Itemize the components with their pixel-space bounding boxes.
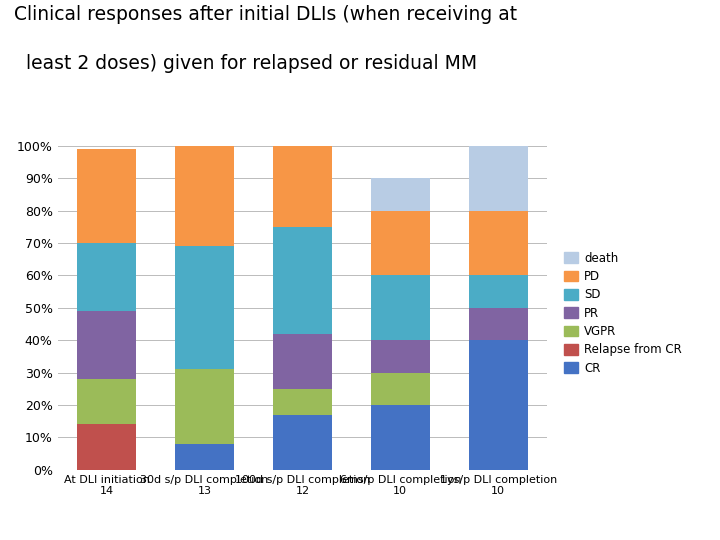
Bar	[175, 246, 234, 369]
Bar	[175, 369, 234, 444]
Bar	[469, 275, 528, 308]
Bar	[371, 275, 430, 340]
Bar	[469, 146, 528, 211]
Bar	[175, 444, 234, 470]
Bar	[77, 424, 136, 470]
Bar	[469, 340, 528, 470]
Text: least 2 doses) given for relapsed or residual MM: least 2 doses) given for relapsed or res…	[14, 54, 477, 73]
Bar	[77, 243, 136, 311]
Bar	[273, 389, 332, 415]
Bar	[77, 379, 136, 424]
Bar	[371, 405, 430, 470]
Bar	[371, 178, 430, 211]
Bar	[371, 340, 430, 373]
Bar	[469, 308, 528, 340]
Legend: death, PD, SD, PR, VGPR, Relapse from CR, CR: death, PD, SD, PR, VGPR, Relapse from CR…	[560, 248, 685, 378]
Bar	[273, 415, 332, 470]
Bar	[273, 334, 332, 389]
Bar	[469, 211, 528, 275]
Text: Clinical responses after initial DLIs (when receiving at: Clinical responses after initial DLIs (w…	[14, 5, 518, 24]
Bar	[77, 311, 136, 379]
Bar	[273, 227, 332, 334]
Bar	[175, 146, 234, 246]
Bar	[371, 373, 430, 405]
Bar	[273, 146, 332, 227]
Bar	[77, 149, 136, 243]
Bar	[371, 211, 430, 275]
